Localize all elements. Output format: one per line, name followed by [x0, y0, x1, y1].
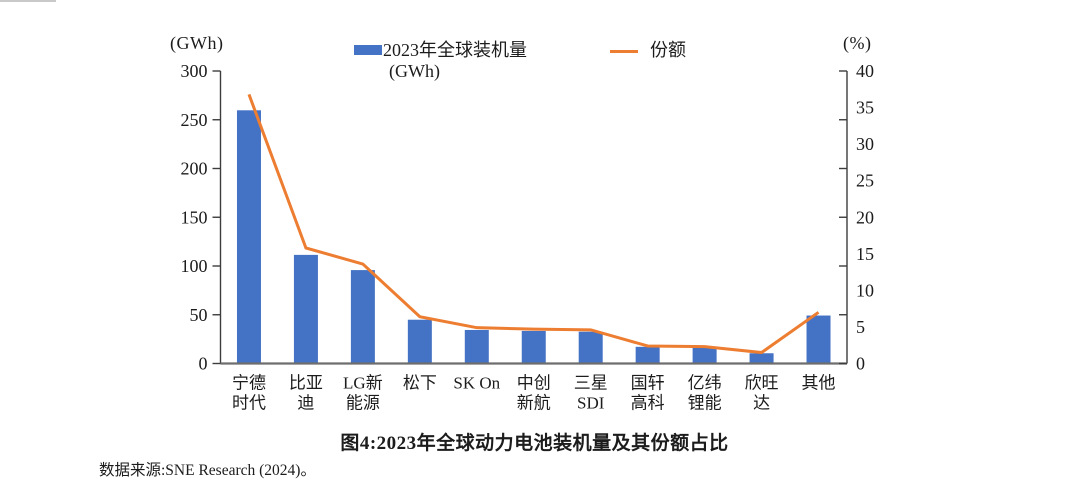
- bar-10: [806, 315, 831, 364]
- bar-6: [578, 331, 603, 364]
- right-axis-tick-label: 20: [856, 207, 874, 227]
- right-axis-tick-label: 25: [856, 171, 874, 191]
- left-axis-tick-label: 0: [199, 354, 208, 374]
- category-label-9: 达: [753, 394, 770, 413]
- bar-series-swatch-icon: [354, 45, 382, 55]
- left-axis-tick-label: 250: [181, 110, 208, 130]
- line-series-legend-label: 份额: [650, 40, 686, 60]
- left-axis-tick-label: 300: [181, 61, 208, 81]
- category-label-1: 比亚: [289, 374, 323, 393]
- category-label-2: 能源: [346, 394, 380, 413]
- bar-series-legend-unit: (GWh): [389, 61, 440, 81]
- bar-1: [293, 254, 318, 364]
- bar-8: [692, 347, 717, 364]
- category-label-0: 宁德: [232, 374, 266, 393]
- data-source-note: 数据来源:SNE Research (2024)。: [99, 462, 316, 479]
- category-label-6: SDI: [577, 394, 605, 413]
- right-axis-tick-label: 5: [856, 317, 865, 337]
- right-axis-tick-label: 30: [856, 134, 874, 154]
- right-axis-tick-label: 0: [856, 354, 865, 374]
- right-axis-tick-label: 15: [856, 244, 874, 264]
- left-axis-tick-label: 200: [181, 159, 208, 179]
- right-axis-unit-label: (%): [843, 33, 872, 53]
- left-axis-tick-label: 150: [181, 207, 208, 227]
- category-label-6: 三星: [574, 374, 608, 393]
- category-label-5: 新航: [517, 394, 551, 413]
- bar-5: [521, 330, 546, 364]
- bar-series-legend-label: 2023年全球装机量: [383, 40, 527, 60]
- category-label-1: 迪: [297, 394, 314, 413]
- bar-0: [236, 110, 261, 364]
- category-label-9: 欣旺: [745, 374, 779, 393]
- category-label-8: 亿纬: [688, 374, 722, 393]
- right-axis-tick-label: 10: [856, 280, 874, 300]
- category-label-7: 国轩: [631, 374, 665, 393]
- category-label-0: 时代: [232, 394, 266, 413]
- share-line: [247, 93, 820, 355]
- chart-title: 图4:2023年全球动力电池装机量及其份额占比: [340, 433, 729, 454]
- right-axis-tick-label: 35: [856, 98, 874, 118]
- left-axis-tick-label: 50: [190, 305, 208, 325]
- right-axis-tick-label: 40: [856, 61, 874, 81]
- category-label-7: 高科: [631, 394, 665, 413]
- bar-3: [407, 319, 432, 364]
- category-label-2: LG新: [343, 374, 383, 393]
- category-label-5: 中创: [517, 374, 551, 393]
- bar-9: [749, 353, 774, 364]
- category-label-3: 松下: [403, 374, 437, 393]
- bar-2: [350, 270, 375, 364]
- bar-7: [635, 346, 660, 364]
- bar-4: [464, 329, 489, 364]
- left-axis-tick-label: 100: [181, 256, 208, 276]
- line-series-swatch-icon: [610, 50, 638, 53]
- category-label-8: 锂能: [688, 394, 722, 413]
- top-left-rule-decoration: [0, 0, 56, 2]
- category-label-10: 其他: [802, 374, 836, 393]
- left-axis-unit-label: (GWh): [170, 33, 224, 53]
- category-label-4: SK On: [453, 374, 500, 393]
